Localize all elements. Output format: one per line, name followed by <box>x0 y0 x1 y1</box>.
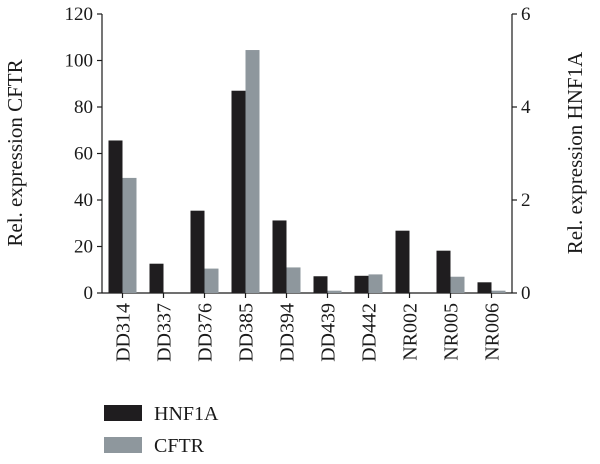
left-tick-label: 0 <box>84 283 94 304</box>
left-y-axis: 0 20 40 60 80 100 120 <box>65 4 103 304</box>
bar-hnf1a-dd314 <box>108 140 123 293</box>
bar-hnf1a-dd337 <box>149 263 164 293</box>
bar-cftr-dd385 <box>245 50 260 293</box>
bar-hnf1a-nr006 <box>477 282 492 293</box>
bar-cftr-nr006 <box>491 290 506 293</box>
bar-cftr-dd439 <box>327 290 342 293</box>
right-tick-label: 6 <box>521 4 531 25</box>
category-label-dd337: DD337 <box>154 303 176 362</box>
bar-cftr-dd442 <box>368 274 383 293</box>
legend-label-hnf1a: HNF1A <box>154 403 219 425</box>
left-tick-label: 100 <box>65 51 94 72</box>
right-y-axis: 0 2 4 6 <box>511 4 531 304</box>
bar-cftr-dd376 <box>204 268 219 293</box>
legend-label-cftr: CFTR <box>154 435 205 457</box>
category-label-dd314: DD314 <box>113 303 135 362</box>
category-label-nr002: NR002 <box>400 303 422 361</box>
bar-cftr-dd314 <box>122 177 137 293</box>
bar-cftr-dd394 <box>286 267 301 293</box>
bar-hnf1a-dd439 <box>313 276 328 293</box>
bar-hnf1a-dd376 <box>190 210 205 293</box>
bar-hnf1a-nr002 <box>395 230 410 293</box>
category-label-dd394: DD394 <box>277 303 299 362</box>
category-label-dd385: DD385 <box>236 303 258 362</box>
category-labels: DD314 DD337 DD376 DD385 DD394 DD439 DD442 NR002… <box>113 293 504 362</box>
category-label-dd439: DD439 <box>318 303 340 362</box>
right-tick-label: 4 <box>521 97 531 118</box>
left-tick-label: 60 <box>74 144 93 165</box>
category-label-nr006: NR006 <box>482 303 504 361</box>
bar-hnf1a-dd442 <box>354 275 369 293</box>
category-label-dd376: DD376 <box>195 303 217 362</box>
category-label-dd442: DD442 <box>359 303 381 362</box>
bar-hnf1a-nr005 <box>436 250 451 293</box>
bar-hnf1a-dd385 <box>231 90 246 293</box>
legend-swatch-cftr <box>104 437 142 453</box>
right-tick-label: 0 <box>521 283 531 304</box>
left-tick-label: 40 <box>74 190 93 211</box>
right-axis-title: Rel. expression HNF1A <box>563 51 587 254</box>
left-axis-title: Rel. expression CFTR <box>3 59 27 246</box>
left-tick-label: 20 <box>74 237 93 258</box>
bars-group <box>108 50 506 293</box>
right-tick-label: 2 <box>521 190 531 211</box>
category-label-nr005: NR005 <box>441 303 463 361</box>
legend-swatch-hnf1a <box>104 405 142 421</box>
left-tick-label: 80 <box>74 97 93 118</box>
legend: HNF1A CFTR <box>104 403 219 457</box>
bar-cftr-nr005 <box>450 276 465 293</box>
bar-hnf1a-dd394 <box>272 220 287 293</box>
left-tick-label: 120 <box>65 4 94 25</box>
